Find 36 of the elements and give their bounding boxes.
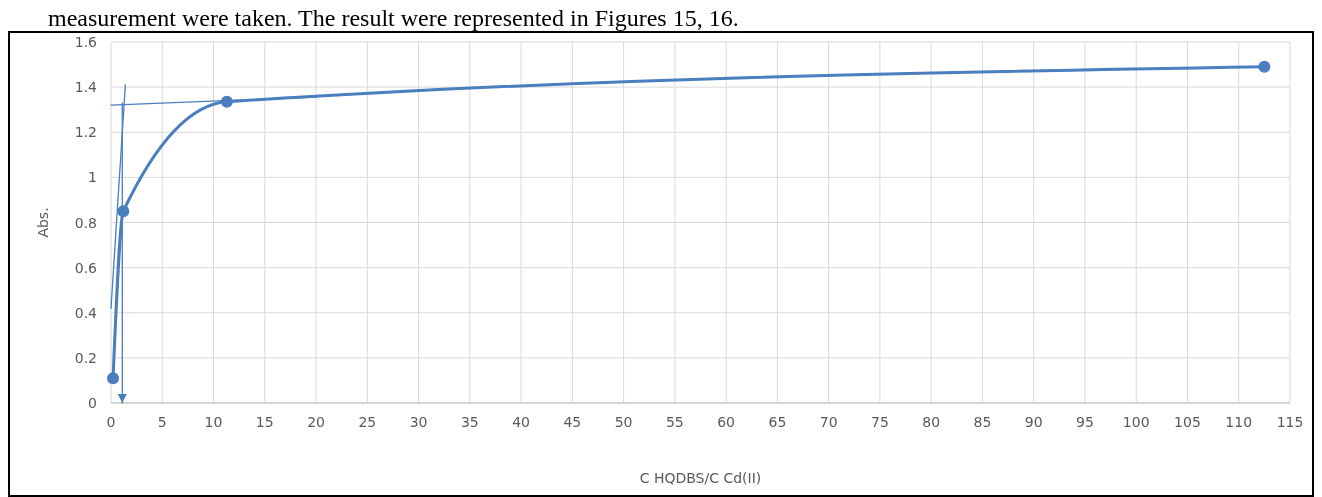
x-axis-title: C HQDBS/C Cd(II) — [639, 470, 762, 486]
x-tick-label: 5 — [157, 414, 167, 430]
y-tick-label: 0.4 — [74, 304, 98, 321]
x-tick-label: 50 — [614, 414, 633, 430]
x-tick-label: 95 — [1076, 414, 1094, 430]
x-tick-label: 80 — [922, 414, 941, 430]
x-tick-label: 75 — [871, 414, 889, 430]
x-tick-label: 40 — [512, 414, 530, 430]
x-tick-label: 100 — [1122, 414, 1150, 430]
y-axis-title: Abs. — [35, 207, 51, 238]
x-tick-label: 105 — [1174, 414, 1201, 430]
x-tick-label: 15 — [255, 414, 274, 430]
y-tick-label: 0.8 — [74, 214, 97, 231]
x-tick-label: 70 — [819, 414, 838, 430]
x-tick-label: 35 — [460, 414, 479, 430]
y-tick-label: 1 — [88, 169, 97, 186]
x-tick-label: 10 — [204, 414, 223, 430]
x-tick-label: 110 — [1225, 414, 1253, 430]
y-tick-label: 0.2 — [74, 349, 97, 366]
x-tick-label: 85 — [973, 414, 992, 430]
x-tick-label: 65 — [768, 414, 787, 430]
x-tick-label: 20 — [307, 414, 325, 430]
text: measurement were taken. The result were represented in Figures 15, 16. — [48, 5, 739, 31]
x-tick-label: 0 — [106, 414, 116, 430]
y-tick-label: 0 — [88, 395, 97, 411]
x-tick-label: 30 — [409, 414, 428, 430]
x-tick-label: 60 — [717, 414, 736, 430]
x-tick-label: 25 — [358, 414, 377, 430]
y-tick-label: 1.2 — [74, 124, 97, 141]
y-tick-label: 0.6 — [74, 259, 98, 276]
x-tick-label: 45 — [563, 414, 582, 430]
y-tick-label: 1.4 — [74, 79, 98, 96]
x-tick-label: 90 — [1024, 414, 1043, 430]
x-tick-label: 55 — [665, 414, 684, 430]
y-tick-label: 1.6 — [74, 34, 98, 50]
x-tick-label: 115 — [1276, 414, 1304, 430]
